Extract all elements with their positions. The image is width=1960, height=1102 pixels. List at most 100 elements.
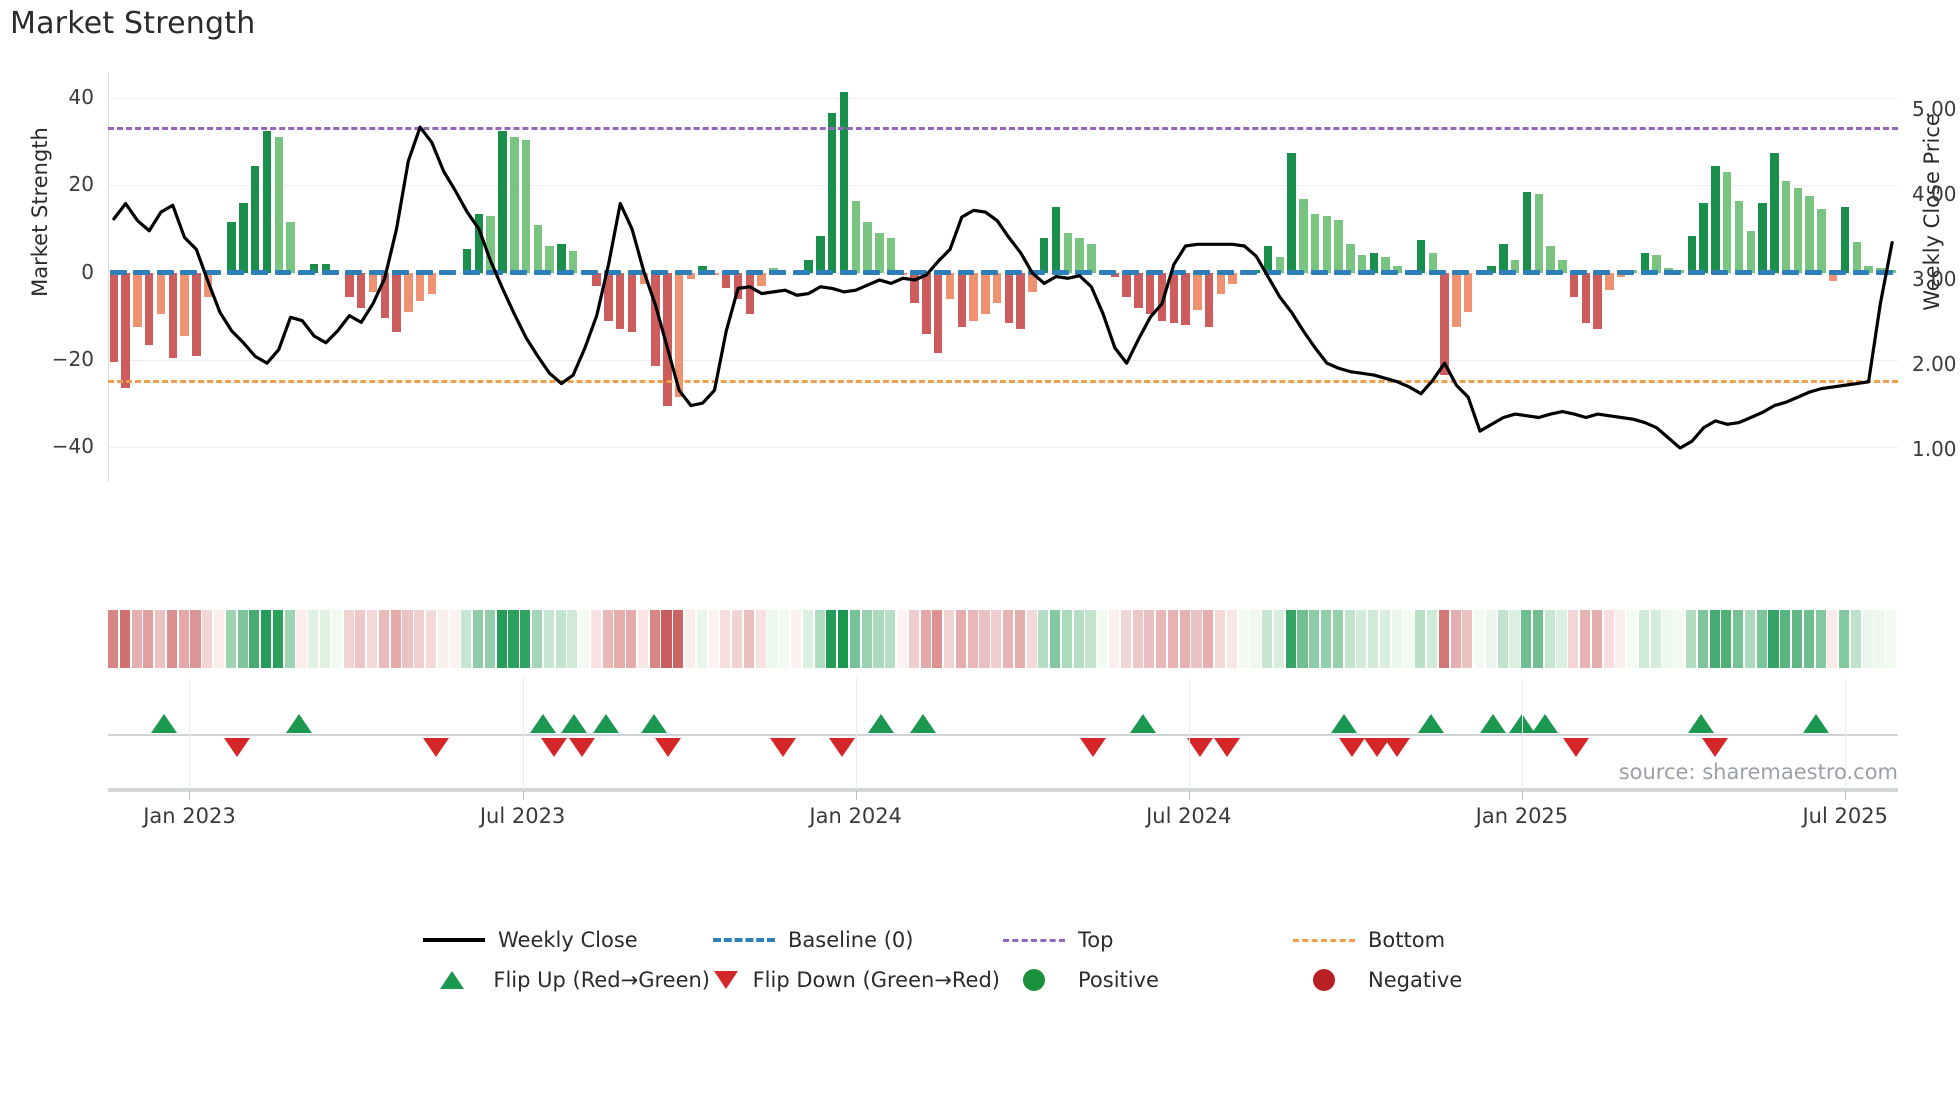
heat-strip-cell <box>1686 610 1697 668</box>
heat-strip-cell <box>1379 610 1390 668</box>
heat-strip-cell <box>531 610 543 668</box>
bar-positive <box>1640 253 1650 273</box>
heat-strip-cell <box>579 610 590 668</box>
bar-negative <box>639 272 649 284</box>
baseline-segment <box>321 270 339 276</box>
bar-negative <box>957 272 966 328</box>
bar-positive <box>1534 194 1544 273</box>
bar-negative <box>1828 272 1838 282</box>
bar-positive <box>1075 237 1084 273</box>
gridline <box>108 98 1898 100</box>
bar-positive <box>262 130 272 273</box>
legend-row-2: Flip Up (Red→Green) Flip Down (Green→Red… <box>0 960 1960 1000</box>
baseline-segment <box>1475 270 1493 276</box>
heat-strip-cell <box>166 610 177 668</box>
heat-strip-cell <box>1815 610 1826 668</box>
bar-positive <box>1393 266 1402 273</box>
bar-positive <box>474 213 484 273</box>
flip-down-marker <box>1186 738 1213 757</box>
baseline-segment <box>792 270 810 276</box>
heat-strip-cell <box>685 610 696 668</box>
heat-strip-cell <box>1332 610 1343 668</box>
bar-negative <box>757 272 766 286</box>
gridline <box>108 185 1898 187</box>
heat-strip-cell <box>1674 610 1685 668</box>
baseline-segment <box>1664 270 1682 276</box>
heat-strip-cell <box>1650 610 1661 668</box>
bar-negative <box>627 272 637 332</box>
baseline-segment <box>1004 270 1022 276</box>
bar-positive <box>886 237 896 273</box>
baseline-segment <box>392 270 410 276</box>
bar-negative <box>616 272 625 330</box>
source-attribution: source: sharemaestro.com <box>1618 760 1898 784</box>
heat-strip-cell <box>1462 610 1473 668</box>
legend-item-weekly-close[interactable]: Weekly Close <box>420 928 710 952</box>
baseline-segment <box>1098 270 1116 276</box>
legend-item-flip-down[interactable]: Flip Down (Green→Red) <box>710 968 1000 992</box>
legend-item-baseline[interactable]: Baseline (0) <box>710 928 1000 952</box>
bar-negative <box>121 272 130 389</box>
legend-item-negative[interactable]: Negative <box>1290 968 1540 992</box>
heat-strip-cell <box>1591 610 1602 668</box>
heat-strip-cell <box>1156 610 1167 668</box>
baseline-segment <box>1876 270 1894 276</box>
baseline-segment <box>933 270 951 276</box>
baseline-segment <box>580 270 598 276</box>
heat-strip-cell <box>225 610 236 668</box>
bar-negative <box>674 272 684 397</box>
bar-positive <box>1275 257 1284 273</box>
bar-positive <box>1723 172 1732 273</box>
heat-strip-cell <box>791 610 802 668</box>
heat-strip-cell <box>1262 610 1273 668</box>
heat-strip-cell <box>849 610 861 668</box>
baseline-segment <box>1428 270 1446 276</box>
baseline-segment <box>722 270 739 276</box>
bar-positive <box>1699 202 1708 273</box>
baseline-segment <box>1334 270 1352 276</box>
legend-label: Bottom <box>1368 928 1446 952</box>
bar-negative <box>604 272 613 321</box>
heat-strip-cell <box>272 610 283 668</box>
heat-strip-cell <box>390 610 401 668</box>
bar-positive <box>1051 207 1061 273</box>
heat-strip-cell <box>331 610 342 668</box>
heat-strip-cell <box>955 610 967 668</box>
legend-item-positive[interactable]: Positive <box>1000 968 1290 992</box>
baseline-segment <box>156 270 174 276</box>
bar-negative <box>651 272 660 367</box>
x-axis-tick-label: Jan 2023 <box>143 804 236 828</box>
heat-strip-cell <box>1827 610 1838 668</box>
main-plot-area <box>108 72 1898 482</box>
heat-strip-cell <box>520 610 531 668</box>
bar-negative <box>1193 272 1202 310</box>
flip-up-marker <box>1417 714 1444 733</box>
baseline-segment <box>227 270 245 276</box>
heat-strip-cell <box>991 610 1002 668</box>
legend-item-bottom[interactable]: Bottom <box>1290 928 1540 952</box>
bar-positive <box>1263 246 1273 273</box>
heat-strip-cell <box>1474 610 1485 668</box>
bar-positive <box>1711 165 1720 273</box>
bar-positive <box>1817 209 1826 273</box>
bar-negative <box>1204 272 1214 328</box>
legend-label: Baseline (0) <box>788 928 914 952</box>
flip-up-marker <box>1129 714 1156 733</box>
bar-negative <box>415 272 425 301</box>
bar-positive <box>1793 187 1803 273</box>
heat-strip-cell <box>661 610 672 668</box>
legend-item-flip-up[interactable]: Flip Up (Red→Green) <box>420 968 710 992</box>
bar-negative <box>1145 272 1155 315</box>
heat-strip-cell <box>1485 610 1496 668</box>
flip-panel-bottomline <box>108 788 1898 790</box>
triangle-down-red-icon <box>710 971 743 989</box>
legend-item-top[interactable]: Top <box>1000 928 1290 952</box>
bar-negative <box>427 272 437 295</box>
flip-down-marker <box>422 738 449 757</box>
flip-up-marker <box>593 714 620 733</box>
weekly-close-line <box>112 125 1894 450</box>
flip-up-marker <box>151 714 178 733</box>
baseline-segment <box>1852 270 1870 276</box>
legend-label: Top <box>1078 928 1114 952</box>
bar-positive <box>321 263 331 273</box>
